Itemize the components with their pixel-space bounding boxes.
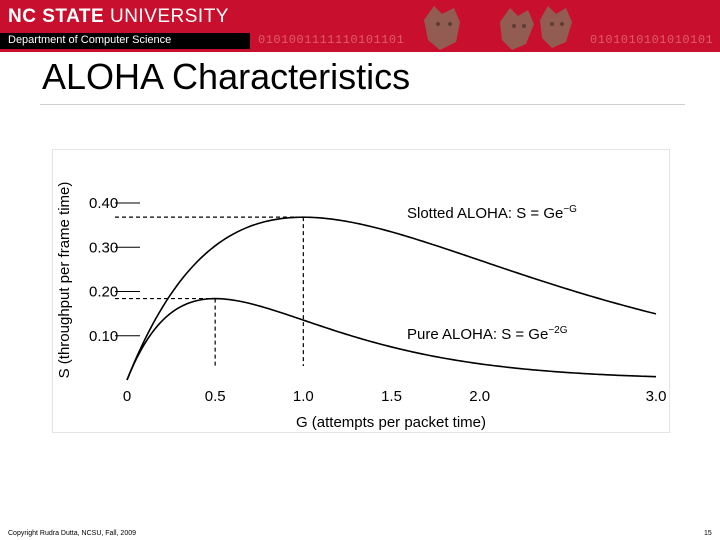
x-tick-label: 3.0 bbox=[646, 388, 667, 405]
page-number: 15 bbox=[704, 530, 712, 537]
slide-title: ALOHA Characteristics bbox=[42, 56, 411, 97]
title-divider bbox=[40, 104, 685, 105]
department-name: Department of Computer Science bbox=[8, 34, 172, 46]
chart-panel: 0.10 0.20 0.30 0.40 0 0.5 1.0 1.5 2.0 3.0 G (attem… bbox=[53, 150, 669, 432]
x-tick-label: 2.0 bbox=[469, 388, 490, 405]
university-banner: NC STATE UNIVERSITY Department of Comput… bbox=[0, 0, 720, 52]
series-label: Slotted ALOHA: S = Ge−G bbox=[407, 204, 577, 222]
wolf-pack-image bbox=[424, 6, 572, 50]
binary-decoration-right: 0101010101010101 bbox=[590, 33, 714, 47]
y-tick-label: 0.40 bbox=[89, 195, 118, 212]
series-label-exponent: −G bbox=[563, 204, 577, 215]
wolf-head-icon-2 bbox=[500, 8, 534, 50]
y-axis-title: S (throughput per frame time) bbox=[56, 182, 73, 379]
y-tick-label: 0.20 bbox=[89, 284, 118, 301]
x-tick-label: 0 bbox=[123, 388, 131, 405]
department-bar: Department of Computer Science bbox=[0, 33, 250, 49]
series-line bbox=[126, 216, 657, 381]
y-tick-label: 0.10 bbox=[89, 328, 118, 345]
x-tick-label: 0.5 bbox=[205, 388, 226, 405]
series-label-exponent: −2G bbox=[548, 325, 567, 336]
wolf-head-icon-3 bbox=[540, 6, 572, 48]
x-axis-title: G (attempts per packet time) bbox=[296, 414, 486, 431]
copyright-footer: Copyright Rudra Dutta, NCSU, Fall, 2009 bbox=[8, 530, 136, 537]
y-tick-label: 0.30 bbox=[89, 239, 118, 256]
series-label: Pure ALOHA: S = Ge−2G bbox=[407, 325, 568, 343]
university-logo: NC STATE UNIVERSITY bbox=[8, 6, 229, 28]
series-line bbox=[126, 297, 657, 381]
wolf-head-icon bbox=[424, 6, 460, 50]
logo-bold: NC STATE bbox=[8, 6, 105, 27]
aloha-throughput-chart: 0.10 0.20 0.30 0.40 0 0.5 1.0 1.5 2.0 3.0 G (attem… bbox=[56, 182, 667, 431]
binary-decoration-left: 0101001111110101101 bbox=[258, 33, 405, 47]
logo-rest: UNIVERSITY bbox=[104, 6, 229, 27]
x-tick-label: 1.0 bbox=[293, 388, 314, 405]
x-tick-label: 1.5 bbox=[381, 388, 402, 405]
